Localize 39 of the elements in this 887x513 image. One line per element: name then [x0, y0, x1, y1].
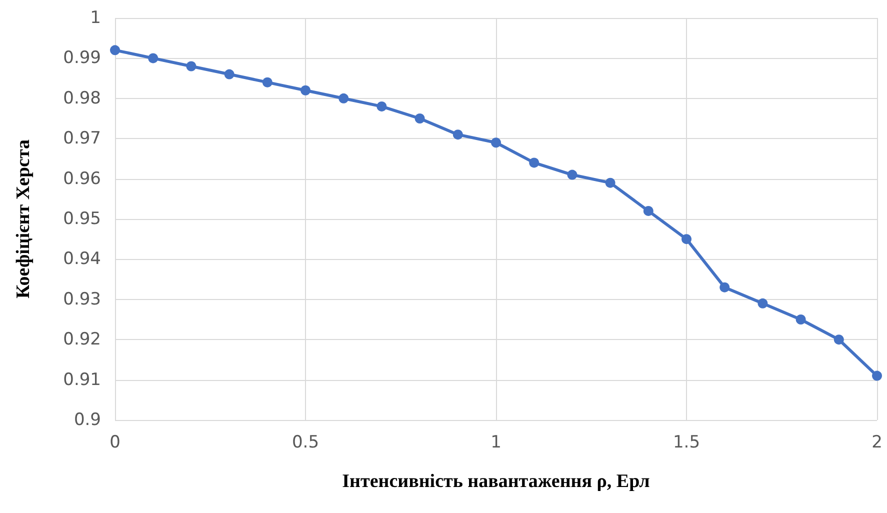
y-tick-label: 0.97	[63, 128, 101, 149]
y-tick-label: 0.92	[63, 330, 101, 350]
point	[567, 170, 578, 180]
point	[872, 370, 882, 381]
point	[300, 85, 310, 96]
point	[338, 93, 349, 104]
point	[796, 314, 806, 324]
y-tick-label: 1	[90, 8, 101, 28]
y-tick-label: 0.98	[63, 88, 101, 108]
point	[148, 53, 158, 64]
point	[834, 334, 844, 345]
y-axis-title: Коефіцієнт Херста	[13, 138, 34, 299]
y-tick-label: 0.95	[63, 209, 101, 229]
x-tick-label: 0.5	[292, 432, 320, 452]
point	[224, 69, 234, 80]
x-tick-label: 1	[490, 432, 502, 452]
point	[376, 101, 387, 112]
x-tick-label: 2	[872, 432, 882, 452]
x-tick-label: 1.5	[672, 432, 700, 452]
point	[720, 282, 730, 292]
y-tick-label: 0.9	[74, 410, 101, 430]
x-axis-title: Інтенсивність навантаження ρ, Ерл	[342, 471, 650, 492]
y-tick-label: 0.91	[63, 370, 101, 390]
point	[529, 158, 540, 168]
x-tick-label: 0	[110, 432, 120, 452]
point	[262, 77, 272, 88]
point	[758, 298, 768, 308]
point	[186, 61, 196, 72]
point	[414, 114, 425, 124]
y-tick-label: 0.93	[63, 289, 101, 310]
point	[491, 138, 501, 148]
point	[682, 234, 692, 244]
point	[452, 130, 463, 140]
y-tick-label: 0.99	[63, 48, 101, 68]
y-tick-label: 0.96	[63, 168, 101, 189]
point	[643, 206, 654, 216]
point	[605, 178, 616, 188]
y-tick-label: 0.94	[63, 249, 101, 270]
point	[110, 45, 120, 56]
